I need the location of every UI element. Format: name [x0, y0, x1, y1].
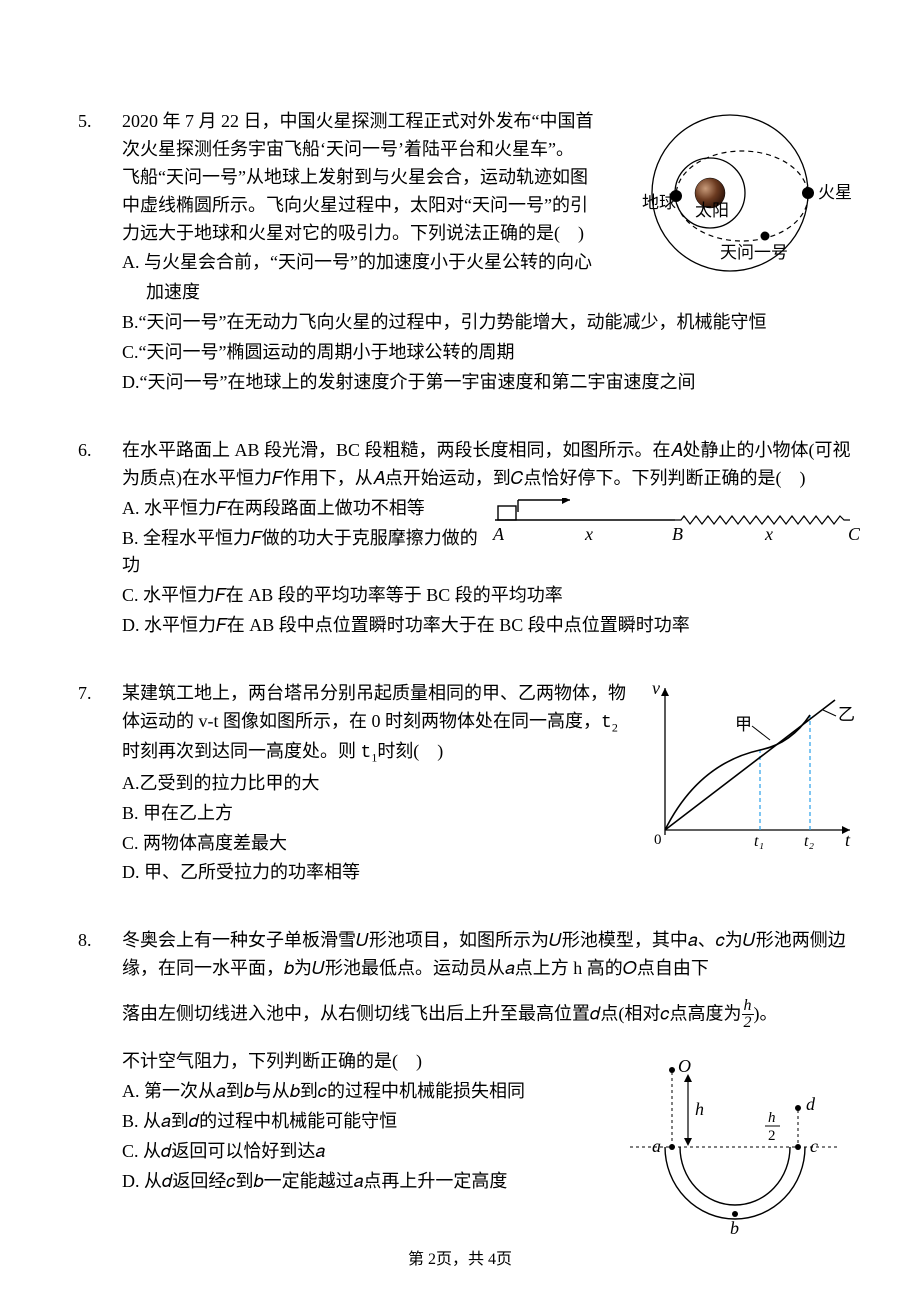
q8-label-a: a [652, 1136, 661, 1156]
q6-figure: F A x B x C [490, 498, 860, 548]
q8-body: 冬奥会上有一种女子单板滑雪𝑈形池项目，如图所示为𝑈形池模型，其中𝑎、𝑐为𝑈形池两… [122, 927, 860, 1242]
q6-option-b: B. 全程水平恒力𝐹做的功大于克服摩擦力做的功 [122, 525, 490, 581]
q8-stem1: 冬奥会上有一种女子单板滑雪𝑈形池项目，如图所示为𝑈形池模型，其中𝑎、𝑐为𝑈形池两… [122, 927, 860, 983]
q8-option-a: A. 第一次从𝑎到𝑏与从𝑏到𝑐的过程中机械能损失相同 [122, 1078, 610, 1106]
q7-label-t: t [845, 830, 851, 850]
question-6: 6. 在水平路面上 AB 段光滑，BC 段粗糙，两段长度相同，如图所示。在𝐴处静… [78, 437, 860, 640]
q8-label-O: O [678, 1056, 691, 1076]
q8-label-h2d: 2 [768, 1128, 776, 1144]
q5-option-a: A. 与火星会合前，“天问一号”的加速度小于火星公转的向心 [122, 249, 630, 277]
q5-option-d: D.“天问一号”在地球上的发射速度介于第一宇宙速度和第二宇宙速度之间 [122, 369, 860, 397]
q6-label-F: F [537, 498, 550, 500]
q8-label-h2n: h [768, 1110, 776, 1126]
q8-left: 不计空气阻力，下列判断正确的是( ) A. 第一次从𝑎到𝑏与从𝑏到𝑐的过程中机械… [122, 1048, 610, 1242]
q5-option-c: C.“天问一号”椭圆运动的周期小于地球公转的周期 [122, 339, 860, 367]
q5-option-a-cont: 加速度 [122, 279, 630, 307]
q5-figure: 地球 太阳 火星 天问一号 [630, 108, 860, 278]
page: 5. 2020 年 7 月 22 日，中国火星探测工程正式对外发布“中国首 次火… [0, 0, 920, 1292]
q8-row: 不计空气阻力，下列判断正确的是( ) A. 第一次从𝑎到𝑏与从𝑏到𝑐的过程中机械… [122, 1048, 860, 1242]
q6-body: 在水平路面上 AB 段光滑，BC 段粗糙，两段长度相同，如图所示。在𝐴处静止的小… [122, 437, 860, 640]
q6-label-A: A [492, 524, 505, 544]
q7-option-a: A.乙受到的拉力比甲的大 [122, 770, 640, 798]
q6-options-left: A. 水平恒力𝐹在两段路面上做功不相等 B. 全程水平恒力𝐹做的功大于克服摩擦力… [122, 493, 490, 581]
q6-stem: 在水平路面上 AB 段光滑，BC 段粗糙，两段长度相同，如图所示。在𝐴处静止的小… [122, 437, 860, 493]
q5-label-mars: 火星 [818, 183, 852, 202]
page-footer: 第 2页，共 4页 [0, 1248, 920, 1273]
q8-option-b: B. 从𝑎到𝑑的过程中机械能可能守恒 [122, 1108, 610, 1136]
q5-stem-line: 中虚线椭圆所示。飞向火星过程中，太阳对“天问一号”的引 [122, 192, 630, 220]
q6-option-a: A. 水平恒力𝐹在两段路面上做功不相等 [122, 495, 490, 523]
q7-figure: 甲 乙 v t 0 t₁ t₂ [640, 680, 860, 850]
q8-u-pipe-diagram: O h a c b d h 2 [610, 1052, 860, 1242]
q5-body: 2020 年 7 月 22 日，中国火星探测工程正式对外发布“中国首 次火星探测… [122, 108, 860, 397]
q5-stem: 2020 年 7 月 22 日，中国火星探测工程正式对外发布“中国首 次火星探测… [122, 108, 630, 307]
q7-label-O: 0 [654, 832, 662, 848]
question-8: 8. 冬奥会上有一种女子单板滑雪𝑈形池项目，如图所示为𝑈形池模型，其中𝑎、𝑐为𝑈… [78, 927, 860, 1242]
q7-label-t2: t₂ [804, 833, 814, 850]
q5-stem-line: 次火星探测任务宇宙飞船‘天问一号’着陆平台和火星车”。 [122, 136, 630, 164]
q7-option-d: D. 甲、乙所受拉力的功率相等 [122, 859, 640, 887]
q5-stem-line: 力远大于地球和火星对它的吸引力。下列说法正确的是( ) [122, 220, 630, 248]
q6-number: 6. [78, 437, 122, 640]
q6-option-d: D. 水平恒力𝐹在 AB 段中点位置瞬时功率大于在 BC 段中点位置瞬时功率 [122, 612, 860, 640]
q5-stem-line: 2020 年 7 月 22 日，中国火星探测工程正式对外发布“中国首 [122, 108, 630, 136]
q7-stem-line3: 时刻再次到达同一高度处。则 t1时刻( ) [122, 738, 640, 768]
q7-body: 某建筑工地上，两台塔吊分别吊起质量相同的甲、乙两物体，物 体运动的 v-t 图像… [122, 680, 860, 887]
question-5: 5. 2020 年 7 月 22 日，中国火星探测工程正式对外发布“中国首 次火… [78, 108, 860, 397]
q6-option-c: C. 水平恒力𝐹在 AB 段的平均功率等于 BC 段的平均功率 [122, 582, 860, 610]
q6-track-diagram: F A x B x C [490, 498, 860, 548]
q7-stem-line1: 某建筑工地上，两台塔吊分别吊起质量相同的甲、乙两物体，物 [122, 680, 640, 708]
q6-label-x2: x [764, 524, 773, 544]
q6-label-x1: x [584, 524, 593, 544]
q8-label-d: d [806, 1094, 816, 1114]
q8-figure: O h a c b d h 2 [610, 1052, 860, 1242]
q8-label-c: c [810, 1136, 818, 1156]
question-7: 7. 某建筑工地上，两台塔吊分别吊起质量相同的甲、乙两物体，物 体运动的 v-t… [78, 680, 860, 887]
q7-option-c: C. 两物体高度差最大 [122, 830, 640, 858]
q8-label-b: b [730, 1218, 739, 1238]
q6-label-B: B [672, 524, 683, 544]
q5-orbit-diagram: 地球 太阳 火星 天问一号 [630, 108, 860, 278]
q6-row: A. 水平恒力𝐹在两段路面上做功不相等 B. 全程水平恒力𝐹做的功大于克服摩擦力… [122, 493, 860, 581]
q7-left: 某建筑工地上，两台塔吊分别吊起质量相同的甲、乙两物体，物 体运动的 v-t 图像… [122, 680, 640, 887]
q7-stem-line2: 体运动的 v-t 图像如图所示，在 0 时刻两物体处在同一高度，t2 [122, 708, 640, 738]
q8-option-d: D. 从𝑑返回经𝑐到𝑏一定能越过𝑎点再上升一定高度 [122, 1168, 610, 1196]
q5-number: 5. [78, 108, 122, 397]
q6-label-C: C [848, 524, 860, 544]
q8-stem2: 落由左侧切线进入池中，从右侧切线飞出后上升至最高位置𝑑点(相对𝑐点高度为h2)。 [122, 999, 860, 1032]
q7-vt-graph: 甲 乙 v t 0 t₁ t₂ [640, 680, 860, 850]
q7-label-t1: t₁ [754, 833, 764, 850]
q8-label-h: h [695, 1099, 704, 1119]
q5-label-sun: 太阳 [695, 201, 729, 220]
q8-stem3: 不计空气阻力，下列判断正确的是( ) [122, 1048, 610, 1076]
q5-stem-line: 飞船“天问一号”从地球上发射到与火星会合，运动轨迹如图 [122, 164, 630, 192]
q7-label-jia: 甲 [735, 715, 752, 734]
q5-label-probe: 天问一号 [720, 243, 788, 262]
q7-label-yi: 乙 [838, 705, 855, 724]
q8-option-c: C. 从𝑑返回可以恰好到达𝑎 [122, 1138, 610, 1166]
q5-option-b: B.“天问一号”在无动力飞向火星的过程中，引力势能增大，动能减少，机械能守恒 [122, 309, 860, 337]
q7-option-b: B. 甲在乙上方 [122, 800, 640, 828]
q5-top-row: 2020 年 7 月 22 日，中国火星探测工程正式对外发布“中国首 次火星探测… [122, 108, 860, 307]
q8-number: 8. [78, 927, 122, 1242]
q8-frac-h2: h2 [742, 998, 754, 1031]
q7-label-v: v [652, 680, 660, 698]
q5-label-earth: 地球 [642, 193, 676, 212]
q7-number: 7. [78, 680, 122, 887]
